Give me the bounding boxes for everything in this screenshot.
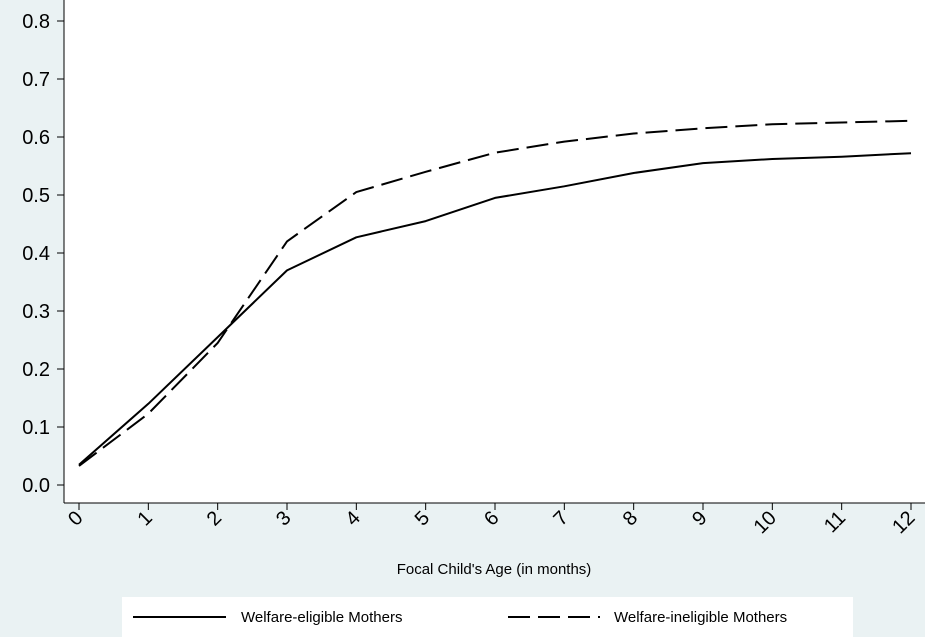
legend: Welfare-eligible Mothers Welfare-ineligib… [122,597,853,637]
y-tick-label: 0.2 [22,359,50,381]
y-tick-label: 0.5 [22,185,50,207]
y-tick-label: 0.0 [22,475,50,497]
legend-label: Welfare-ineligible Mothers [614,609,787,626]
y-tick-label: 0.3 [22,301,50,323]
y-tick-label: 0.8 [22,11,50,33]
legend-box [122,597,853,637]
series-line-solid [78,152,912,466]
plot-area [64,0,925,503]
y-tick-label: 0.1 [22,417,50,439]
y-tick-label: 0.6 [22,127,50,149]
y-tick-label: 0.7 [22,69,50,91]
series-layer [78,119,912,467]
series-line-dashed [78,119,912,467]
x-axis-title: Focal Child's Age (in months) [397,561,592,578]
y-tick-label: 0.4 [22,243,50,265]
legend-label: Welfare-eligible Mothers [241,609,402,626]
